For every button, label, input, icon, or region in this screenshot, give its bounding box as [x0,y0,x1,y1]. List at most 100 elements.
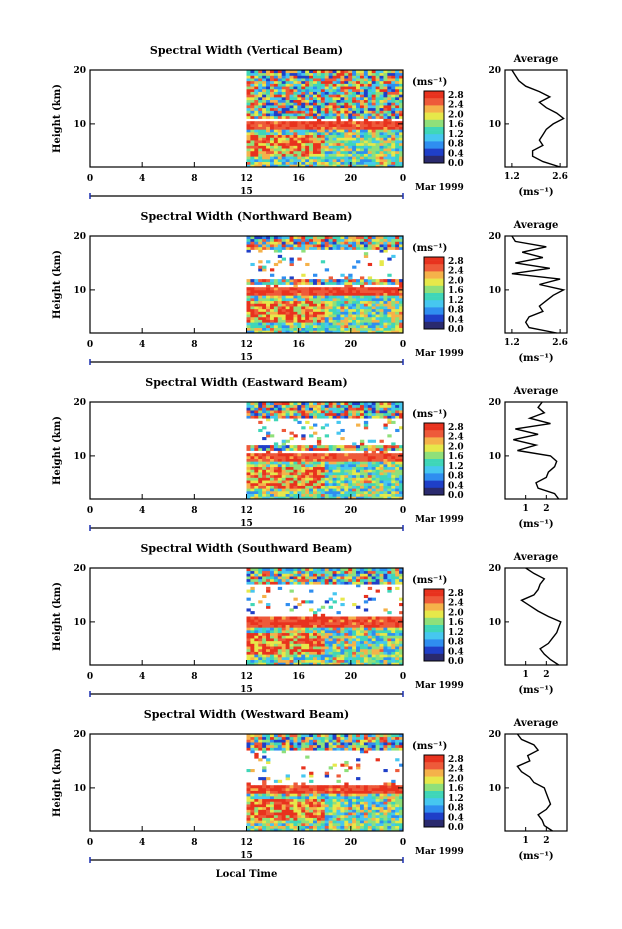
heatmap-cell [359,463,365,468]
heatmap-cell [262,790,267,794]
heatmap-cell [375,70,380,74]
heatmap-cell [375,330,380,334]
heatmap-cell [289,656,294,661]
average-y-tick-label: 20 [488,398,501,408]
heatmap-cell [328,316,333,320]
heatmap-cell [340,156,345,160]
heatmap-cell [262,330,267,334]
heatmap-cell [391,241,396,245]
heatmap-cell [379,86,384,90]
heatmap-cell [320,123,326,127]
heatmap-cell [313,640,318,644]
heatmap-cell [254,752,259,756]
heatmap-cell [324,105,330,109]
heatmap-cell [356,472,361,476]
heatmap-cell [258,638,263,642]
heatmap-cell [340,654,345,658]
heatmap-cell [313,91,318,95]
heatmap-cell [305,161,310,165]
heatmap-cell [281,257,287,261]
colorbar-swatch [424,303,444,308]
heatmap-cell [356,402,361,406]
heatmap-cell [309,308,314,312]
heatmap-cell [266,145,271,149]
heatmap-cell [336,621,341,625]
heatmap-cell [285,474,290,478]
heatmap-cell [371,123,377,127]
heatmap-cell [359,276,365,280]
heatmap-cell [328,281,333,285]
heatmap-cell [332,88,337,92]
heatmap-cell [309,632,314,636]
heatmap-cell [363,281,369,285]
heatmap-cell [273,624,279,628]
heatmap-cell [340,627,345,631]
heatmap-cell [293,150,298,154]
heatmap-cell [383,463,388,468]
heatmap-cell [297,140,302,144]
heatmap-cell [328,453,333,457]
heatmap-cell [316,238,322,242]
heatmap-cell [356,469,361,473]
heatmap-cell [297,493,302,497]
heatmap-cell [383,638,388,642]
heatmap-cell [356,584,361,588]
heatmap-cell [399,156,404,160]
heatmap-cell [336,134,341,138]
heatmap-cell [324,469,330,473]
heatmap-cell [399,289,404,293]
heatmap-cell [399,80,404,84]
heatmap-cell [301,469,306,473]
heatmap-cell [340,493,345,497]
heatmap-cell [285,407,290,411]
heatmap-cell [387,121,392,125]
heatmap-cell [250,148,255,152]
heatmap-cell [363,616,369,620]
heatmap-cell [356,322,361,326]
heatmap-cell [273,659,279,663]
heatmap-cell [328,314,333,318]
heatmap-cell [352,455,357,459]
heatmap-cell [250,306,255,310]
heatmap-cell [348,75,353,79]
heatmap-cell [262,640,267,644]
heatmap-cell [395,295,400,299]
heatmap-cell [301,110,306,114]
heatmap-cell [316,83,322,87]
heatmap-cell [367,627,373,631]
heatmap-cell [305,94,310,98]
heatmap-cell [371,635,377,639]
colorbar-swatch [424,311,444,315]
heatmap-cell [250,750,255,754]
x-tick-label: 16 [292,672,305,682]
heatmap-cell [356,461,361,465]
heatmap-cell [309,643,314,647]
heatmap-cell [266,760,271,765]
heatmap-cell [281,86,287,90]
heatmap-cell [356,148,361,152]
heatmap-cell [273,493,279,497]
heatmap-cell [348,485,353,489]
heatmap-cell [269,137,275,141]
heatmap-cell [399,145,404,149]
heatmap-cell [262,742,267,746]
heatmap-cell [387,118,392,122]
heatmap-cell [313,458,318,462]
heatmap-cell [250,140,255,144]
heatmap-cell [399,295,404,299]
heatmap-cell [320,83,326,87]
heatmap-cell [348,244,353,248]
heatmap-cell [340,131,345,136]
heatmap-cell [301,148,306,152]
average-line [513,401,560,500]
heatmap-cell [324,107,330,111]
heatmap-cell [297,466,302,470]
heatmap-cell [297,148,302,152]
heatmap-cell [266,83,271,87]
heatmap-cell [293,105,298,109]
heatmap-cell [269,319,275,323]
heatmap-cell [262,241,267,245]
heatmap-cell [309,145,314,149]
heatmap-cell [375,88,380,92]
